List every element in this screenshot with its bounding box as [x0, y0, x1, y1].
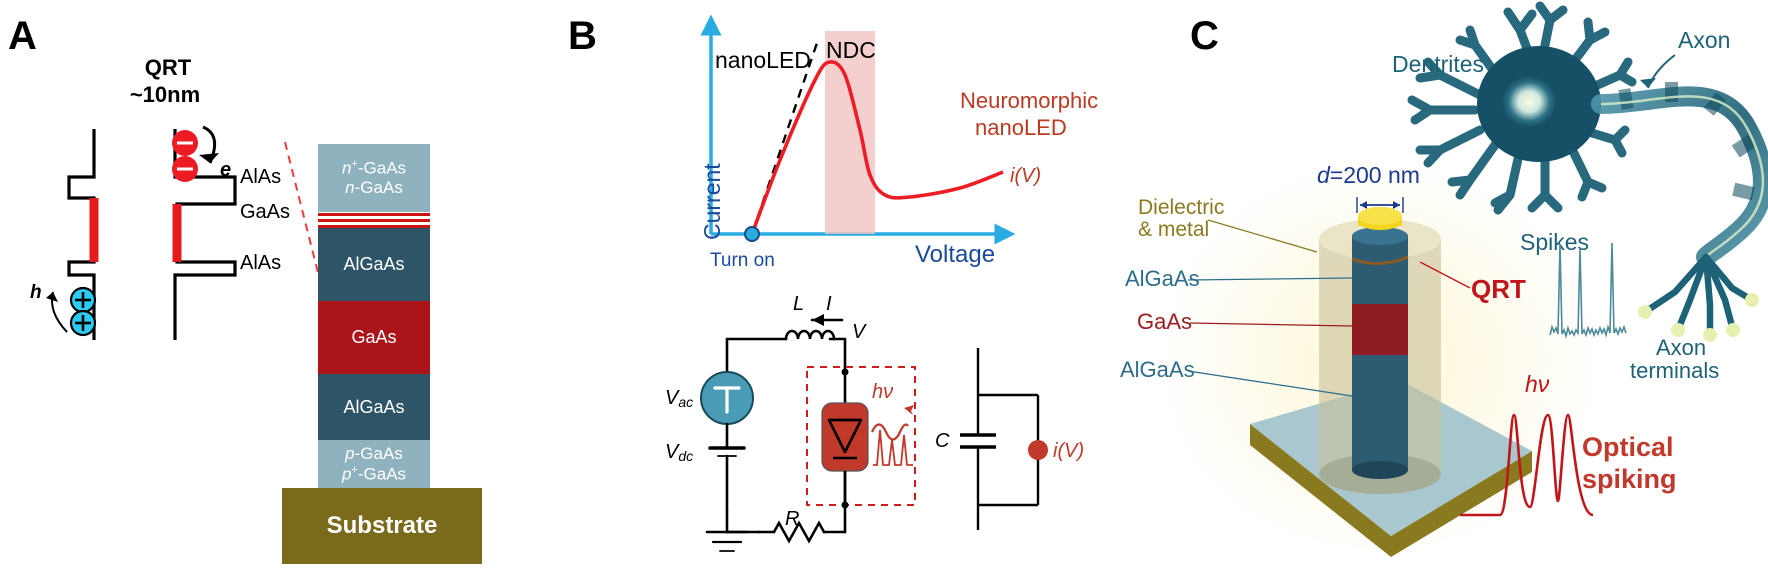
svg-text:Vdc: Vdc	[665, 441, 693, 464]
svg-text:Vac: Vac	[665, 387, 693, 410]
svg-text:V: V	[852, 321, 867, 343]
svg-text:L: L	[793, 293, 804, 315]
svg-text:R: R	[785, 508, 799, 530]
svg-text:i(V): i(V)	[1010, 165, 1041, 187]
svg-text:nanoLED: nanoLED	[975, 115, 1067, 140]
svg-text:Turn on: Turn on	[710, 250, 775, 271]
svg-text:AlAs: AlAs	[240, 166, 281, 188]
svg-text:AlAs: AlAs	[240, 252, 281, 274]
svg-text:hν: hν	[872, 381, 893, 403]
svg-text:e: e	[220, 159, 231, 181]
svg-text:C: C	[935, 430, 950, 452]
svg-text:NDC: NDC	[826, 37, 876, 63]
svg-text:h: h	[30, 282, 42, 303]
svg-text:i(V): i(V)	[1053, 440, 1084, 462]
svg-text:Current: Current	[699, 163, 725, 240]
svg-text:spiking: spiking	[1582, 464, 1677, 494]
svg-text:GaAs: GaAs	[240, 201, 290, 223]
svg-text:Neuromorphic: Neuromorphic	[960, 88, 1098, 113]
svg-text:Voltage: Voltage	[915, 241, 995, 268]
svg-text:nanoLED: nanoLED	[715, 47, 811, 73]
svg-text:Optical: Optical	[1582, 432, 1674, 462]
svg-text:I: I	[826, 293, 832, 315]
svg-text:hν: hν	[1525, 371, 1550, 397]
